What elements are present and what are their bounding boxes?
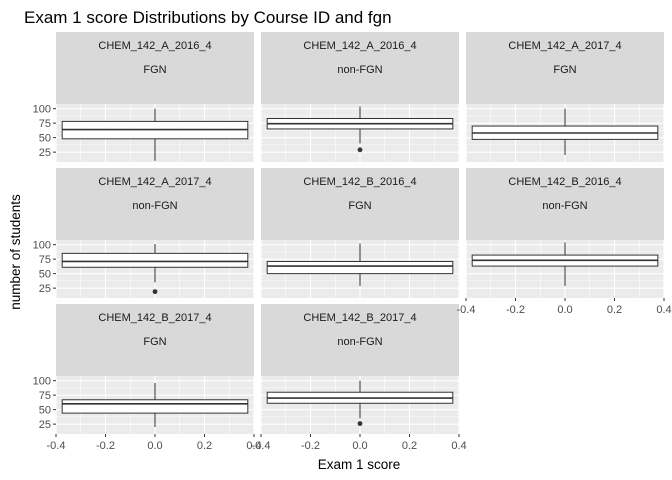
x-tick-label: 0.4 <box>656 304 671 316</box>
x-tick-label: -0.4 <box>252 440 271 452</box>
strip-label-course: CHEM_142_B_2016_4 <box>303 176 416 188</box>
x-tick-label: 0.2 <box>402 440 417 452</box>
y-tick-label: 50 <box>39 133 51 145</box>
strip-label-fgn: FGN <box>143 336 166 348</box>
y-tick-label: 25 <box>39 147 51 159</box>
x-axes: -0.4 -0.2 0.0 0.2 0.4-0.4 -0.2 0.0 0.2 0.4-0.4 -0… <box>47 298 672 452</box>
strip-label-course: CHEM_142_A_2016_4 <box>98 40 211 52</box>
box-iqr <box>61 399 249 414</box>
y-tick-label: 50 <box>39 405 51 417</box>
x-tick-label: -0.4 <box>47 440 66 452</box>
y-axes: 25 50 75 100 25 50 75 100 25 50 75 100 <box>33 104 56 431</box>
strip-label-fgn: FGN <box>143 64 166 76</box>
y-tick-label: 100 <box>33 376 51 388</box>
facet-panel: CHEM_142_A_2017_4 non-FGN <box>55 168 255 298</box>
chart-title: Exam 1 score Distributions by Course ID … <box>24 8 392 27</box>
strip-label-course: CHEM_142_B_2017_4 <box>303 312 416 324</box>
y-tick-label: 100 <box>33 104 51 116</box>
facet-panel: CHEM_142_B_2017_4 FGN <box>55 304 255 434</box>
strip-background <box>56 32 254 104</box>
strip-label-fgn: non-FGN <box>132 200 177 212</box>
facet-panel: CHEM_142_B_2017_4 non-FGN <box>260 304 460 434</box>
strip-label-course: CHEM_142_A_2017_4 <box>98 176 211 188</box>
y-tick-label: 75 <box>39 118 51 130</box>
y-axis-label: number of students <box>8 194 23 310</box>
strip-background <box>261 304 459 376</box>
strip-background <box>466 168 664 240</box>
x-tick-label: 0.0 <box>557 304 572 316</box>
facet-panel: CHEM_142_B_2016_4 FGN <box>260 168 460 298</box>
strip-label-course: CHEM_142_B_2016_4 <box>508 176 621 188</box>
outlier-point <box>357 421 363 426</box>
strip-label-course: CHEM_142_A_2017_4 <box>508 40 621 52</box>
x-tick-label: 0.2 <box>197 440 212 452</box>
x-tick-label: 0.2 <box>607 304 622 316</box>
x-tick-label: 0.4 <box>451 440 466 452</box>
x-tick-label: -0.2 <box>506 304 525 316</box>
x-tick-label: -0.4 <box>457 304 476 316</box>
strip-label-fgn: non-FGN <box>542 200 587 212</box>
facet-panel: CHEM_142_A_2017_4 FGN <box>465 32 665 162</box>
box-iqr <box>266 260 454 275</box>
y-tick-label: 25 <box>39 283 51 295</box>
strip-background <box>466 32 664 104</box>
strip-background <box>261 168 459 240</box>
strip-label-fgn: FGN <box>553 64 576 76</box>
x-tick-label: 0.0 <box>352 440 367 452</box>
strip-label-fgn: non-FGN <box>337 64 382 76</box>
facet-panel: CHEM_142_B_2016_4 non-FGN <box>465 168 665 298</box>
strip-background <box>261 32 459 104</box>
x-tick-label: 0.4 <box>246 440 261 452</box>
facet-panel: CHEM_142_A_2016_4 FGN <box>55 32 255 162</box>
y-tick-label: 75 <box>39 254 51 266</box>
strip-label-fgn: non-FGN <box>337 336 382 348</box>
strip-background <box>56 304 254 376</box>
strip-background <box>56 168 254 240</box>
x-tick-label: 0.0 <box>147 440 162 452</box>
strip-label-course: CHEM_142_A_2016_4 <box>303 40 416 52</box>
facet-panel: CHEM_142_A_2016_4 non-FGN <box>260 32 460 162</box>
x-tick-label: -0.2 <box>96 440 115 452</box>
box-iqr <box>61 252 249 268</box>
x-axis-label: Exam 1 score <box>318 457 401 472</box>
y-tick-label: 25 <box>39 419 51 431</box>
y-tick-label: 75 <box>39 390 51 402</box>
x-tick-label: -0.2 <box>301 440 320 452</box>
facet-panels: CHEM_142_A_2016_4 FGN CHEM_142_A_2016_4non… <box>55 32 665 434</box>
outlier-point <box>152 289 158 295</box>
strip-label-fgn: FGN <box>348 200 371 212</box>
outlier-point <box>357 147 363 153</box>
y-tick-label: 100 <box>33 240 51 252</box>
y-tick-label: 50 <box>39 269 51 281</box>
strip-label-course: CHEM_142_B_2017_4 <box>98 312 211 324</box>
